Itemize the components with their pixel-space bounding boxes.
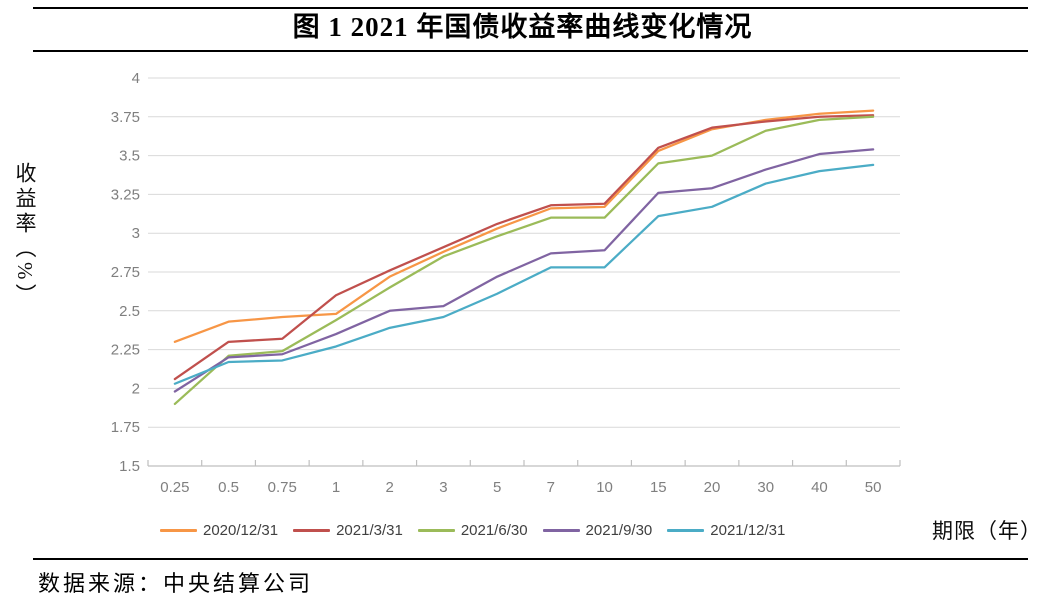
legend-item-2021-9-30: 2021/9/30 [542,521,653,539]
legend-item-2020-12-31: 2020/12/31 [160,522,278,539]
y-tick-label: 3.25 [111,186,140,203]
x-tick-label: 20 [704,479,721,496]
y-tick-label: 3.5 [119,148,140,165]
y-tick-label: 2.75 [111,264,140,281]
legend-label: 2021/3/31 [336,521,403,539]
legend-line-marker [160,528,197,532]
x-tick-label: 0.5 [218,479,239,496]
series-line-2021-12-31 [173,163,875,385]
y-tick-label: 4 [132,70,140,87]
legend-item-2021-6-30: 2021/6/30 [417,521,528,539]
legend-line-marker [293,528,331,532]
x-tick-label: 10 [596,479,613,496]
y-tick-label: 2 [132,380,140,397]
data-source-text: 数据来源：中央结算公司 [38,571,314,596]
series-line-2021-9-30 [173,148,875,393]
x-tick-label: 0.25 [160,479,189,496]
y-tick-label: 2.5 [119,303,140,320]
x-tick-label: 40 [811,479,828,496]
y-tick-label: 3 [132,225,140,242]
legend-label: 2020/12/31 [203,521,279,539]
legend-item-2021-3-31: 2021/3/31 [293,522,403,539]
y-tick-label: 1.5 [119,458,140,475]
y-tick-label: 2.25 [111,342,140,359]
x-tick-label: 15 [650,479,667,496]
legend-item-2021-12-31: 2021/12/31 [667,522,785,539]
divider-under-title [33,50,1028,52]
legend-line-marker [542,528,580,532]
legend-label: 2021/9/30 [585,521,653,539]
legend-label: 2021/12/31 [710,521,786,539]
x-tick-label: 2 [386,479,394,496]
legend-line-marker [667,528,705,532]
y-axis-title: 收益率（%） [13,162,37,309]
x-tick-label: 5 [493,479,501,496]
legend-line-marker [417,528,455,532]
x-tick-label: 1 [332,479,340,496]
x-tick-label: 7 [547,479,555,496]
y-tick-label: 3.75 [111,109,140,126]
series-line-2021-6-30 [173,115,875,406]
legend-label: 2021/6/30 [460,521,528,539]
x-tick-label: 3 [439,479,447,496]
chart-legend: 2020/12/31 2021/3/31 2021/6/30 2021/9/30 202… [160,518,785,542]
divider-top [33,7,1028,9]
divider-bottom [33,558,1028,560]
series-line-2021-3-31 [173,114,875,381]
x-tick-label: 30 [757,479,774,496]
x-axis-title: 期限（年） [932,519,1042,543]
x-tick-label: 0.75 [268,479,297,496]
y-tick-label: 1.75 [111,419,140,436]
chart-title: 图 1 2021 年国债收益率曲线变化情况 [292,12,753,42]
x-tick-label: 50 [865,479,882,496]
